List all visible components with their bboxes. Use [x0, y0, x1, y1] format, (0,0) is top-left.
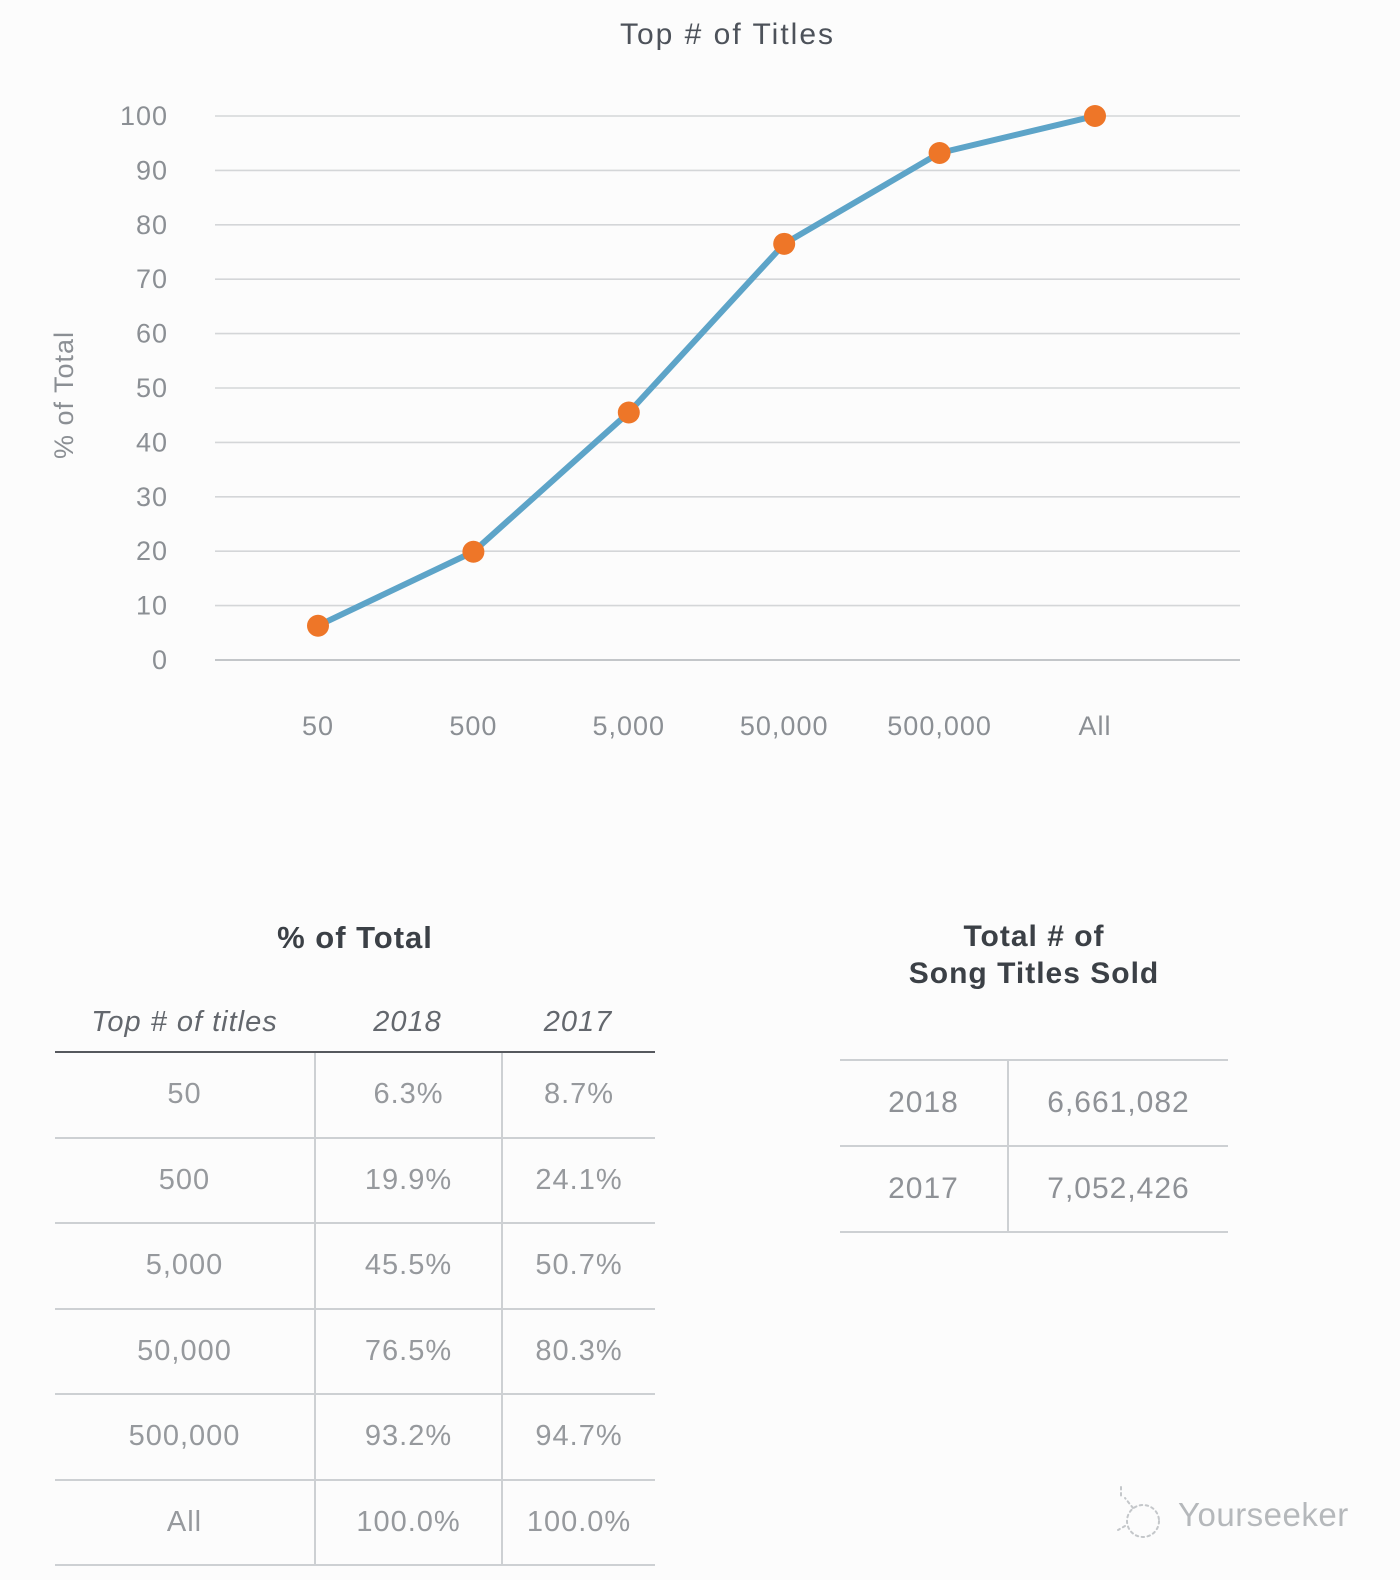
data-point: [462, 540, 485, 563]
yourseeker-logo-icon: [1117, 1486, 1160, 1538]
table-cell: 94.7%: [501, 1395, 655, 1479]
title-line-1: Total # of: [963, 920, 1105, 953]
table-cell: 500: [158, 1163, 211, 1196]
table-row: 500 19.9% 24.1%: [55, 1138, 655, 1224]
table-cell: 2017: [888, 1172, 959, 1205]
table-cell: 6,661,082: [1007, 1061, 1228, 1145]
y-axis-tick-label: 60: [136, 319, 168, 349]
table-row: All 100.0% 100.0%: [55, 1480, 655, 1566]
x-axis-tick-label: 50: [302, 711, 334, 741]
song-titles-sold-table-title: Total # of Song Titles Sold: [840, 918, 1228, 992]
table-cell: All: [166, 1505, 203, 1538]
watermark: Yourseeker: [1112, 1484, 1349, 1546]
table-row: 2018 6,661,082: [840, 1061, 1228, 1147]
data-point: [617, 401, 640, 424]
table-cell: 100.0%: [501, 1480, 655, 1564]
data-point: [307, 614, 329, 637]
column-header-2018: 2018: [373, 1005, 442, 1038]
y-axis-tick-label: 0: [152, 645, 168, 675]
data-point: [773, 232, 796, 255]
table-cell: 93.2%: [314, 1395, 501, 1479]
x-axis-tick-label: 50,000: [740, 711, 829, 741]
y-axis-tick-label: 30: [136, 482, 168, 512]
y-axis-tick-label: 100: [120, 101, 168, 131]
song-titles-sold-table: 2018 6,661,082 2017 7,052,426: [840, 1059, 1228, 1233]
y-axis-tick-label: 40: [136, 427, 168, 457]
table-cell: 500,000: [128, 1420, 241, 1453]
y-axis-tick-label: 20: [136, 536, 168, 566]
percent-of-total-table-title: % of Total: [277, 920, 433, 955]
percent-table-header-row: Top # of titles 2018 2017: [55, 998, 655, 1046]
table-cell: 24.1%: [501, 1138, 655, 1222]
table-row: 5,000 45.5% 50.7%: [55, 1224, 655, 1310]
x-axis-tick-label: 500,000: [887, 711, 992, 741]
percent-of-total-table: 50 6.3% 8.7% 500 19.9% 24.1% 5,000 45.5%…: [55, 1051, 655, 1566]
table-cell: 2018: [888, 1086, 959, 1119]
table-cell: 8.7%: [501, 1053, 655, 1137]
x-axis-tick-label: All: [1078, 711, 1111, 741]
table-row: 2017 7,052,426: [840, 1147, 1228, 1233]
column-header-2017: 2017: [543, 1005, 613, 1038]
line-chart: 0 10 20 30 40 50 60 70 80 90 100 50 500 5,000 50,000 50…: [49, 101, 1240, 741]
x-axis-tick-label: 5,000: [593, 711, 666, 741]
table-cell: 45.5%: [314, 1224, 501, 1308]
table-cell: 80.3%: [501, 1309, 655, 1393]
title-line-2: Song Titles Sold: [908, 957, 1160, 990]
y-axis-tick-label: 50: [136, 373, 168, 403]
watermark-text: Yourseeker: [1178, 1496, 1349, 1533]
y-axis-tick-label: 10: [136, 591, 168, 621]
series-line: [315, 113, 1098, 629]
table-cell: 5,000: [145, 1249, 224, 1282]
x-axis-tick-label: 500: [449, 711, 497, 741]
table-row: 50,000 76.5% 80.3%: [55, 1309, 655, 1395]
column-header-top-titles: Top # of titles: [91, 1005, 278, 1038]
y-axis-tick-label: 80: [136, 210, 168, 240]
table-cell: 100.0%: [314, 1480, 501, 1564]
table-cell: 6.3%: [314, 1053, 501, 1137]
y-axis-title: % of Total: [49, 331, 79, 459]
y-axis-tick-label: 70: [136, 264, 168, 294]
table-cell: 50,000: [137, 1334, 232, 1367]
table-row: 50 6.3% 8.7%: [55, 1053, 655, 1139]
table-row: 500,000 93.2% 94.7%: [55, 1395, 655, 1481]
y-axis-tick-label: 90: [136, 155, 168, 185]
table-cell: 50: [167, 1078, 202, 1111]
table-cell: 19.9%: [314, 1138, 501, 1222]
table-cell: 76.5%: [314, 1309, 501, 1393]
table-cell: 7,052,426: [1007, 1147, 1228, 1231]
table-cell: 50.7%: [501, 1224, 655, 1308]
chart-title: Top # of Titles: [619, 18, 836, 51]
data-point: [1084, 105, 1106, 127]
data-point: [928, 141, 951, 164]
